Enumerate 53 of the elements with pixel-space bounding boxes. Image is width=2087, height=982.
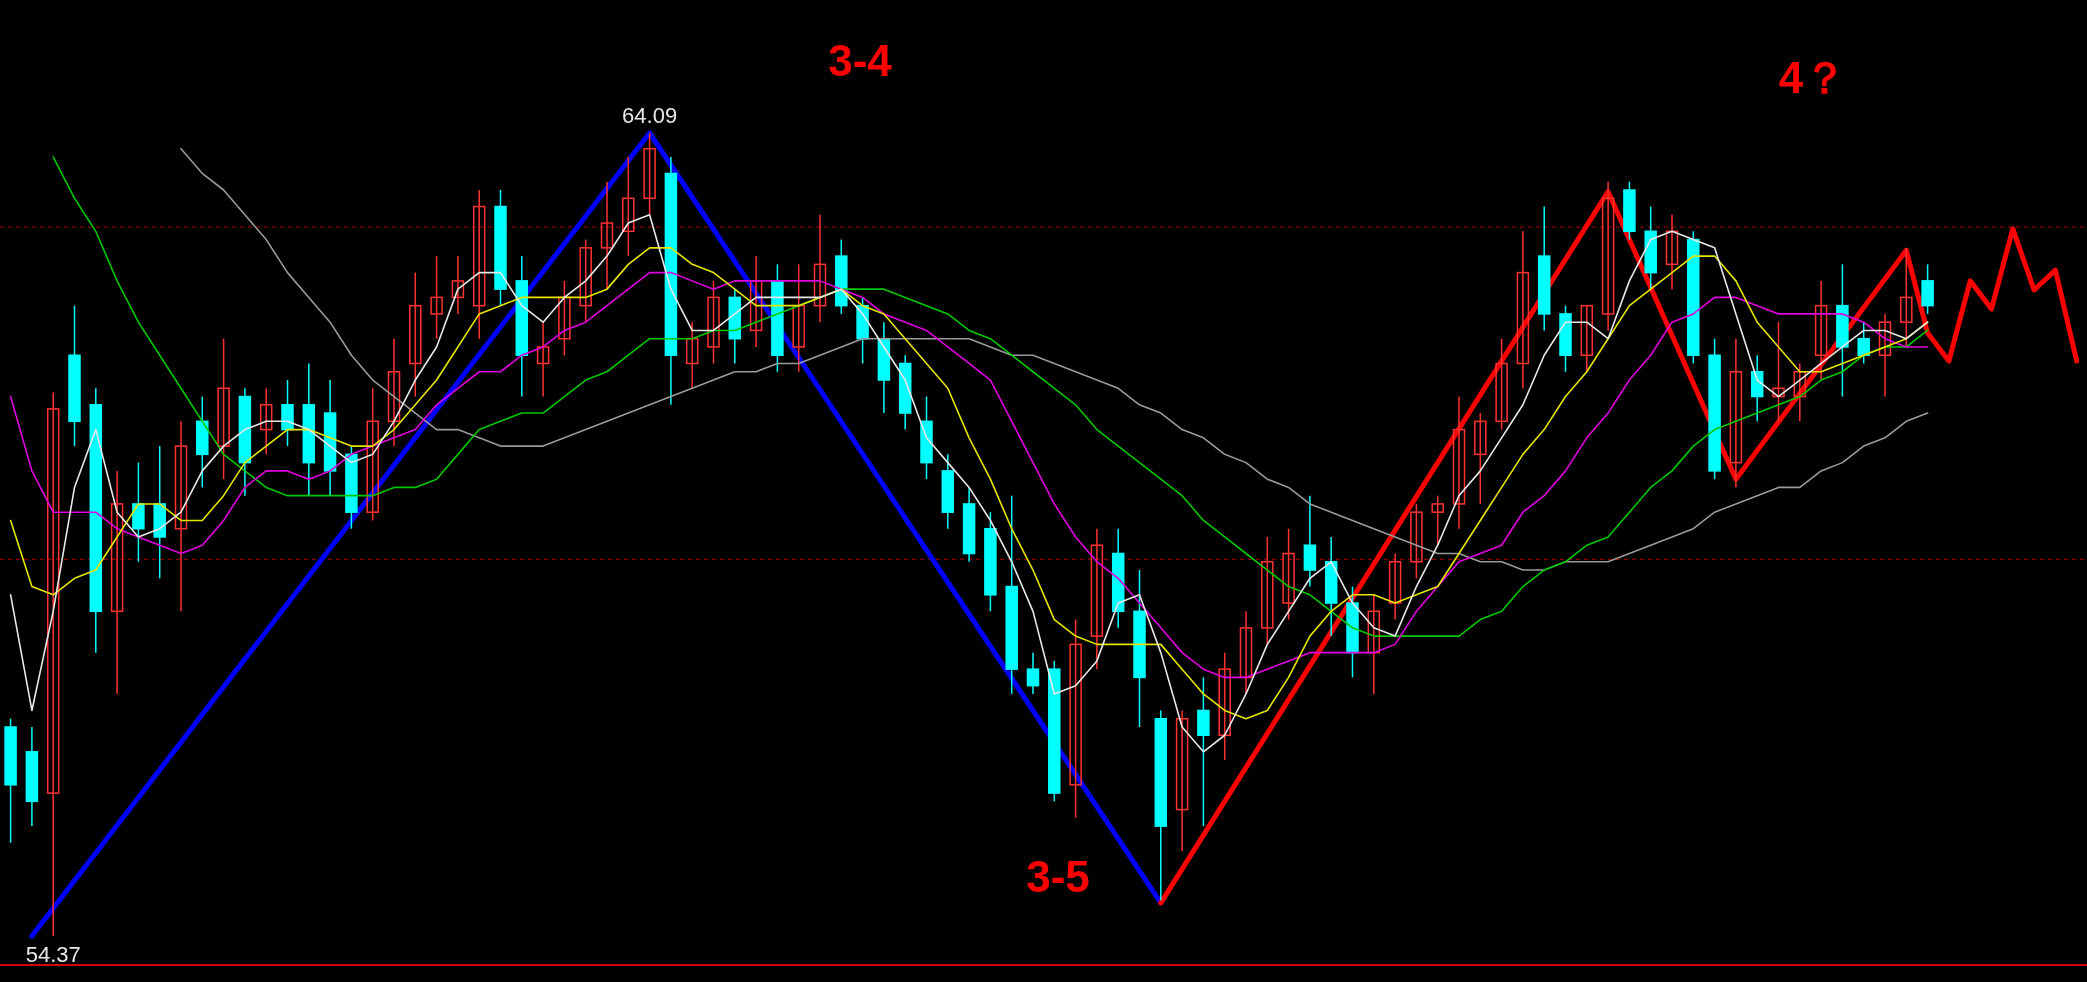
candlestick — [1410, 503, 1423, 580]
candlestick — [1069, 618, 1082, 819]
candlestick — [1601, 180, 1615, 332]
candlestick — [1239, 610, 1253, 695]
candlestick — [217, 337, 230, 480]
candlestick — [110, 470, 124, 695]
candlestick — [1814, 280, 1828, 381]
candlestick — [1729, 337, 1743, 489]
candlestick — [1516, 230, 1530, 390]
annotation: 3-5 — [1026, 852, 1090, 901]
candlestick — [1026, 651, 1040, 695]
candlestick — [1793, 362, 1807, 423]
annotation: 64.09 — [622, 103, 678, 128]
candlestick — [1878, 313, 1892, 398]
candlestick — [1772, 321, 1785, 423]
candlestick — [1090, 527, 1104, 670]
candlestick — [1495, 337, 1508, 431]
candlestick — [430, 255, 443, 340]
candlestick — [472, 189, 486, 340]
candlestick — [1367, 594, 1381, 695]
candlestick — [174, 420, 188, 613]
candlestick — [600, 180, 614, 290]
candlestick — [1388, 552, 1402, 621]
candlestick — [1452, 395, 1466, 530]
candlestick — [558, 280, 571, 356]
candlestick — [643, 132, 656, 216]
candlestick — [579, 238, 592, 323]
text: 4？ — [1778, 53, 1848, 102]
candlestick — [749, 255, 763, 348]
candlestick — [409, 271, 422, 398]
candlestick — [1857, 321, 1870, 365]
candlestick — [1900, 247, 1913, 348]
candlestick — [1175, 709, 1189, 852]
text: 3-4 — [828, 36, 893, 85]
candlestick — [813, 214, 827, 323]
candlestick — [259, 387, 273, 456]
candlestick — [387, 337, 401, 447]
candlestick — [1580, 304, 1594, 373]
candlestick — [1431, 494, 1444, 546]
annotation: 54.37 — [25, 942, 81, 967]
candlestick — [366, 387, 379, 522]
candlestick — [536, 321, 550, 398]
candlestick — [685, 321, 699, 390]
candlestick — [46, 391, 60, 937]
candlestick — [1665, 214, 1679, 290]
candlestick — [1261, 536, 1274, 646]
candlestick — [1474, 412, 1487, 505]
candlestick — [1282, 527, 1295, 621]
candlestick — [1218, 651, 1231, 761]
candlestick — [707, 280, 720, 365]
candlestick — [622, 156, 635, 257]
candlestick — [792, 263, 805, 373]
candlestick — [451, 255, 465, 315]
